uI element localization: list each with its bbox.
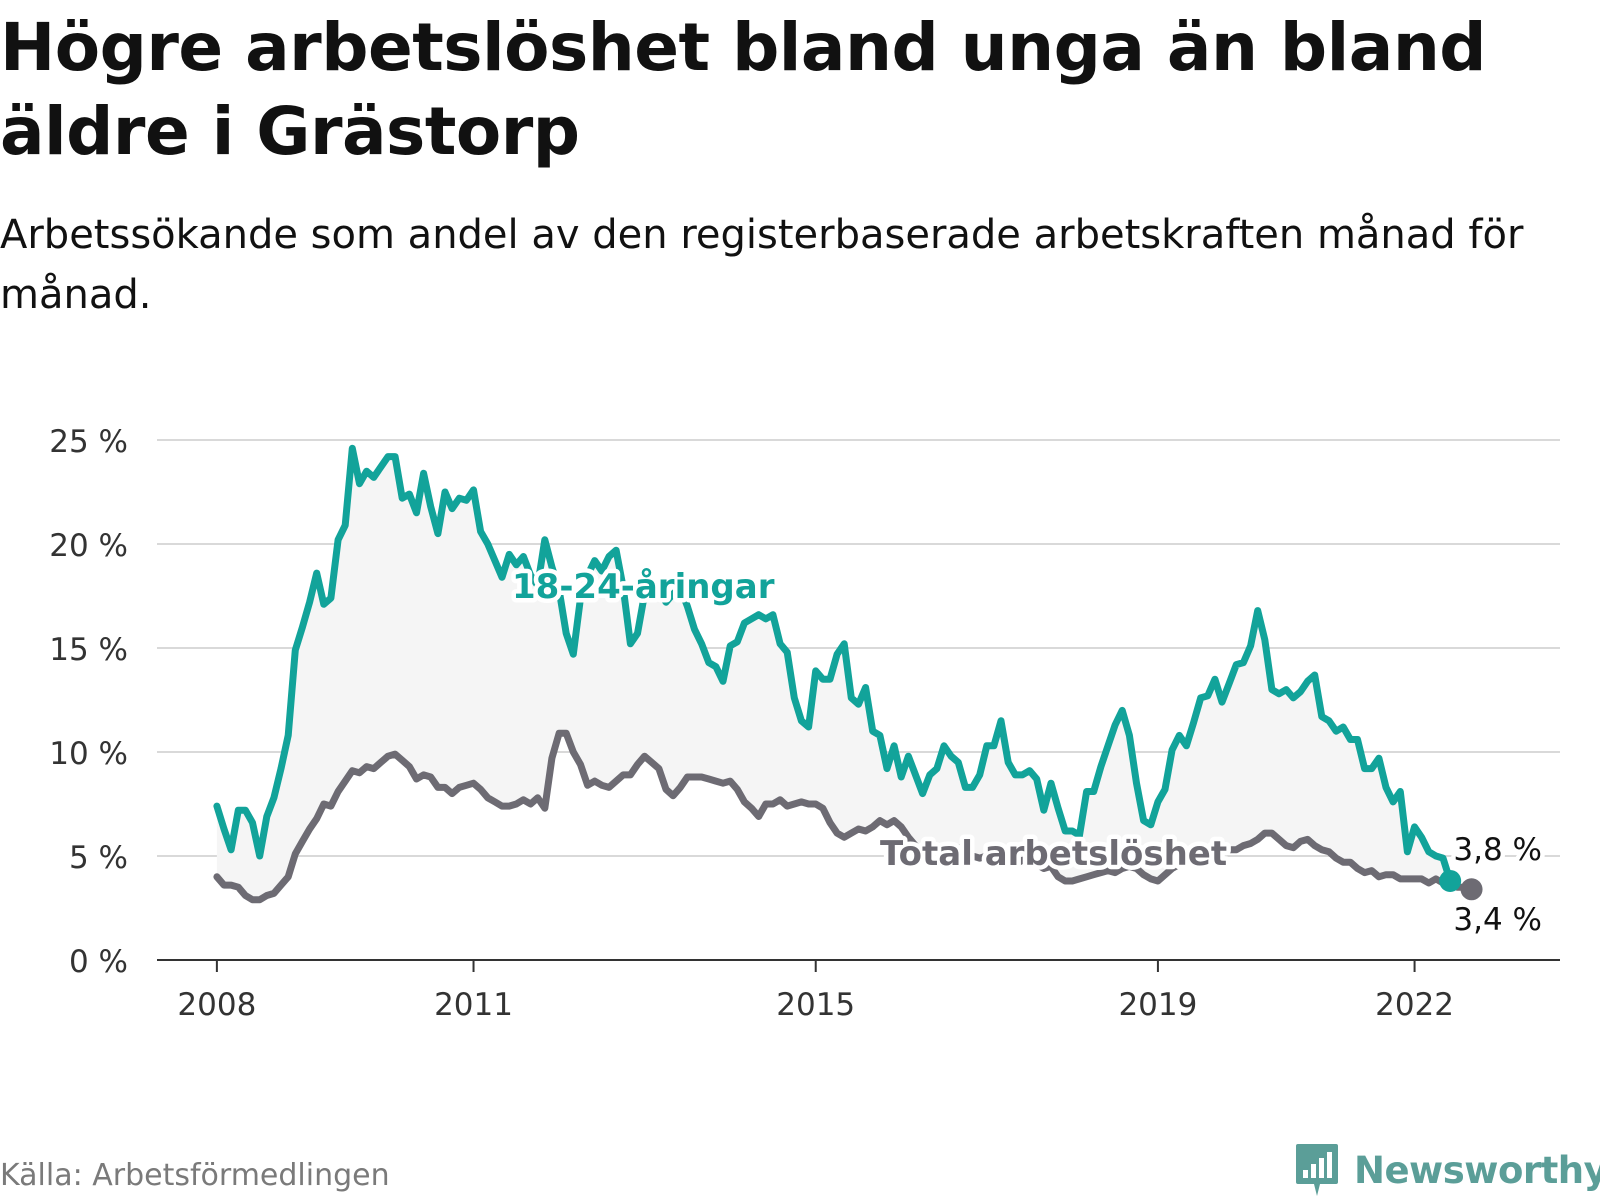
y-tick-label: 20 % <box>49 528 128 564</box>
brand-logo[interactable]: Newsworthy <box>1294 1140 1600 1200</box>
chart-title: Högre arbetslöshet bland unga än bland ä… <box>0 9 1487 170</box>
chart-subtitle: Arbetssökande som andel av den registerb… <box>0 212 1524 318</box>
x-tick-label: 2015 <box>776 987 855 1023</box>
y-tick-label: 5 % <box>69 840 128 876</box>
x-tick-label: 2011 <box>434 987 513 1023</box>
youth-end-marker <box>1439 869 1462 892</box>
y-tick-label: 15 % <box>49 632 128 668</box>
total-end-value-label: 3,4 % <box>1453 902 1542 938</box>
youth-series-label: 18-24-åringar <box>512 567 775 607</box>
total-series-label: Total arbetslöshet <box>880 834 1227 874</box>
x-tick-label: 2022 <box>1375 987 1454 1023</box>
series-lines <box>213 444 1483 904</box>
x-tick-label: 2008 <box>177 987 256 1023</box>
total-series-line <box>213 729 1475 904</box>
bar-chart-icon <box>1296 1144 1338 1196</box>
brand-name: Newsworthy <box>1354 1148 1600 1192</box>
y-tick-label: 0 % <box>69 944 128 980</box>
source-note: Källa: Arbetsförmedlingen <box>0 1158 390 1193</box>
series-labels: 18-24-åringar Total arbetslöshet 3,8 % 3… <box>508 563 1547 943</box>
axes: 2008 2011 2015 2019 2022 <box>157 959 1560 1023</box>
y-tick-label: 10 % <box>49 736 128 772</box>
total-end-marker <box>1460 878 1483 901</box>
youth-series-line <box>213 444 1454 885</box>
gridlines: 0 % 5 % 10 % 15 % 20 % 25 % <box>49 424 1560 980</box>
youth-end-value-label: 3,8 % <box>1453 832 1542 868</box>
x-tick-label: 2019 <box>1118 987 1197 1023</box>
gap-band <box>216 448 1472 900</box>
y-tick-label: 25 % <box>49 424 128 460</box>
